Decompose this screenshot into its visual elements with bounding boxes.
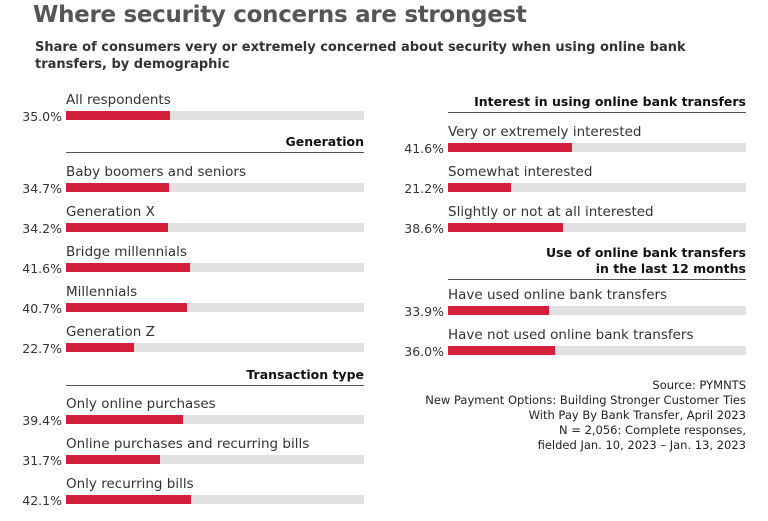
bar bbox=[66, 343, 134, 352]
bar-label: Online purchases and recurring bills bbox=[66, 436, 310, 452]
bar-label: Only recurring bills bbox=[66, 476, 194, 492]
bar-label: Generation Z bbox=[66, 324, 155, 340]
source-line: N = 2,056: Complete responses, bbox=[559, 423, 746, 437]
bar-label: Have used online bank transfers bbox=[448, 287, 668, 303]
bar-track bbox=[66, 263, 364, 272]
bar-row: Only online purchases 39.4% bbox=[0, 396, 364, 430]
value-label: 33.9% bbox=[404, 304, 444, 319]
source-line: With Pay By Bank Transfer, April 2023 bbox=[528, 408, 746, 422]
bar-label: Have not used online bank transfers bbox=[448, 327, 694, 343]
bar-track bbox=[448, 143, 746, 152]
bar bbox=[66, 223, 168, 232]
bar-label: Slightly or not at all interested bbox=[448, 204, 654, 220]
bar-row: Have not used online bank transfers 36.0% bbox=[382, 327, 746, 361]
bar bbox=[448, 223, 564, 232]
bar-label: Millennials bbox=[66, 284, 138, 300]
value-label: 31.7% bbox=[22, 453, 62, 468]
bar bbox=[448, 183, 512, 192]
group-header-transaction-type: Transaction type bbox=[66, 367, 364, 386]
bar-track bbox=[66, 343, 364, 352]
bar-track bbox=[66, 455, 364, 464]
value-label: 41.6% bbox=[404, 141, 444, 156]
bar-row: Baby boomers and seniors 34.7% bbox=[0, 164, 364, 198]
value-label: 41.6% bbox=[22, 261, 62, 276]
value-label: 39.4% bbox=[22, 413, 62, 428]
chart-subtitle: Share of consumers very or extremely con… bbox=[35, 40, 686, 72]
bar-label: Very or extremely interested bbox=[448, 124, 642, 140]
bar-label: Generation X bbox=[66, 204, 155, 220]
bar-row: Slightly or not at all interested 38.6% bbox=[382, 204, 746, 238]
bar bbox=[66, 415, 184, 424]
value-label: 34.2% bbox=[22, 221, 62, 236]
value-label: 38.6% bbox=[404, 221, 444, 236]
bar bbox=[448, 346, 556, 355]
bar bbox=[66, 111, 171, 120]
chart-title: Where security concerns are strongest bbox=[33, 2, 527, 28]
bar bbox=[448, 143, 572, 152]
bar-track bbox=[66, 183, 364, 192]
source-line: New Payment Options: Building Stronger C… bbox=[425, 393, 746, 407]
bar-row: Somewhat interested 21.2% bbox=[382, 164, 746, 198]
group-header-usage: Use of online bank transfers in the last … bbox=[448, 245, 746, 280]
usage-header-line1: Use of online bank transfers bbox=[546, 245, 746, 260]
bar bbox=[66, 263, 190, 272]
bar bbox=[66, 303, 188, 312]
bar-label: Bridge millennials bbox=[66, 244, 187, 260]
usage-header-line2: in the last 12 months bbox=[595, 261, 746, 276]
bar-track bbox=[448, 306, 746, 315]
source-line: fielded Jan. 10, 2023 – Jan. 13, 2023 bbox=[537, 438, 746, 452]
value-label: 36.0% bbox=[404, 344, 444, 359]
bar-row: Online purchases and recurring bills 31.7… bbox=[0, 436, 364, 470]
bar-row: Have used online bank transfers 33.9% bbox=[382, 287, 746, 321]
bar-track bbox=[66, 495, 364, 504]
bar-label: Somewhat interested bbox=[448, 164, 593, 180]
value-label: 42.1% bbox=[22, 493, 62, 508]
bar-row: Generation Z 22.7% bbox=[0, 324, 364, 358]
value-label: 21.2% bbox=[404, 181, 444, 196]
source-note: Source: PYMNTS New Payment Options: Buil… bbox=[425, 378, 746, 453]
bar-track bbox=[66, 415, 364, 424]
bar-row: Only recurring bills 42.1% bbox=[0, 476, 364, 510]
bar-track bbox=[448, 183, 746, 192]
source-line: Source: PYMNTS bbox=[652, 378, 746, 392]
group-header-generation: Generation bbox=[66, 134, 364, 153]
bar-label: Only online purchases bbox=[66, 396, 216, 412]
value-label: 34.7% bbox=[22, 181, 62, 196]
bar-track bbox=[66, 111, 364, 120]
bar bbox=[66, 455, 161, 464]
value-label: 22.7% bbox=[22, 341, 62, 356]
group-header-interest: Interest in using online bank transfers bbox=[448, 94, 746, 113]
bar bbox=[448, 306, 550, 315]
bar bbox=[66, 495, 192, 504]
bar-row: Very or extremely interested 41.6% bbox=[382, 124, 746, 158]
value-label: 35.0% bbox=[22, 109, 62, 124]
bar-track bbox=[66, 223, 364, 232]
bar bbox=[66, 183, 170, 192]
value-label: 40.7% bbox=[22, 301, 62, 316]
bar-label: Baby boomers and seniors bbox=[66, 164, 246, 180]
bar-label: All respondents bbox=[66, 92, 171, 108]
bar-row: All respondents 35.0% bbox=[0, 92, 364, 126]
bar-row: Generation X 34.2% bbox=[0, 204, 364, 238]
bar-track bbox=[66, 303, 364, 312]
bar-row: Millennials 40.7% bbox=[0, 284, 364, 318]
bar-track bbox=[448, 346, 746, 355]
bar-row: Bridge millennials 41.6% bbox=[0, 244, 364, 278]
bar-track bbox=[448, 223, 746, 232]
